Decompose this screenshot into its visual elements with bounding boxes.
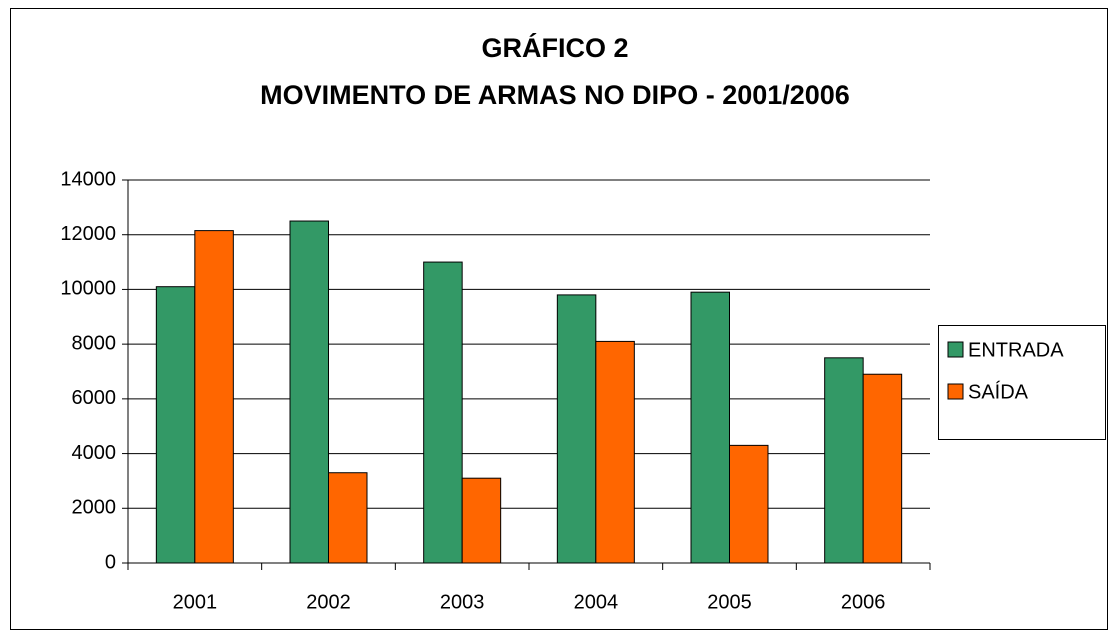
x-tick-label: 2003	[440, 591, 485, 613]
bar	[824, 357, 864, 564]
legend-box	[938, 325, 1106, 440]
legend-label: ENTRADA	[968, 339, 1064, 361]
y-tick-label: 2000	[72, 497, 117, 519]
legend-label: SAÍDA	[968, 380, 1029, 403]
bar	[155, 286, 196, 564]
y-tick-label: 0	[105, 551, 116, 573]
bar	[194, 230, 234, 564]
y-tick-label: 4000	[72, 442, 117, 464]
x-tick-label: 2004	[574, 591, 619, 613]
y-tick-label: 8000	[72, 332, 117, 354]
bar	[690, 291, 730, 564]
bar	[556, 294, 597, 564]
bar	[328, 472, 368, 564]
x-tick-label: 2002	[306, 591, 351, 613]
y-tick-label: 14000	[60, 168, 116, 190]
legend-swatch	[947, 383, 964, 400]
x-tick-label: 2005	[707, 591, 752, 613]
bar	[461, 477, 502, 564]
chart-title: GRÁFICO 2	[481, 32, 628, 63]
bar	[729, 444, 769, 564]
bar	[289, 220, 329, 564]
bar	[423, 261, 463, 564]
y-tick-label: 12000	[60, 223, 116, 245]
y-tick-label: 6000	[72, 387, 117, 409]
bar	[862, 373, 903, 564]
bar	[595, 340, 635, 564]
x-tick-label: 2001	[173, 591, 218, 613]
legend-swatch	[947, 341, 964, 358]
chart-subtitle: MOVIMENTO DE ARMAS NO DIPO - 2001/2006	[260, 80, 850, 110]
x-tick-label: 2006	[841, 591, 886, 613]
y-tick-label: 10000	[60, 278, 116, 300]
